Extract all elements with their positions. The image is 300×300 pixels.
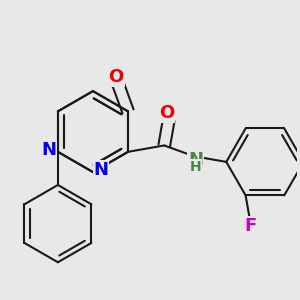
- Text: F: F: [244, 217, 256, 235]
- Text: N: N: [188, 151, 203, 169]
- Text: O: O: [109, 68, 124, 86]
- Text: H: H: [190, 160, 201, 174]
- Text: N: N: [94, 161, 109, 179]
- Text: N: N: [41, 141, 56, 159]
- Text: O: O: [159, 104, 175, 122]
